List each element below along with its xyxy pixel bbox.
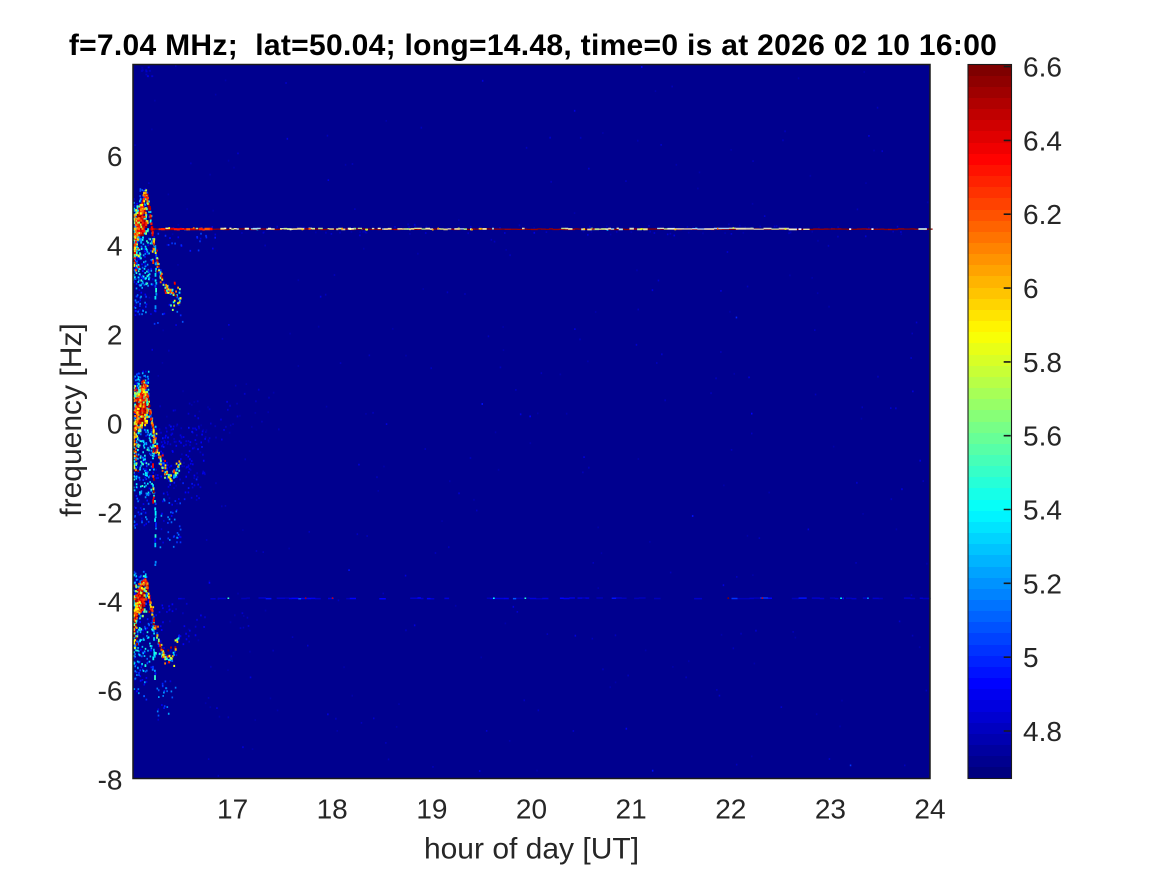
svg-text:23: 23 [815, 793, 846, 824]
svg-text:19: 19 [416, 793, 447, 824]
svg-text:5: 5 [1023, 642, 1039, 673]
svg-text:hour of day [UT]: hour of day [UT] [424, 833, 639, 866]
svg-text:22: 22 [715, 793, 746, 824]
svg-text:20: 20 [516, 793, 547, 824]
svg-text:0: 0 [107, 408, 123, 439]
svg-text:6.4: 6.4 [1023, 125, 1062, 156]
svg-text:-4: -4 [98, 587, 123, 618]
svg-text:4: 4 [107, 230, 123, 261]
svg-text:frequency [Hz]: frequency [Hz] [55, 323, 88, 516]
svg-text:6: 6 [1023, 273, 1039, 304]
svg-text:21: 21 [616, 793, 647, 824]
svg-text:5.8: 5.8 [1023, 347, 1062, 378]
svg-text:f=7.04 MHz; lat=50.04; long=1: f=7.04 MHz; lat=50.04; long=14.48, time=… [69, 29, 997, 62]
svg-text:24: 24 [914, 793, 945, 824]
svg-text:-2: -2 [98, 497, 123, 528]
svg-text:4.8: 4.8 [1023, 716, 1062, 747]
svg-text:17: 17 [217, 793, 248, 824]
svg-text:5.4: 5.4 [1023, 495, 1062, 526]
svg-text:5.6: 5.6 [1023, 421, 1062, 452]
svg-text:6: 6 [107, 141, 123, 172]
svg-text:6.6: 6.6 [1023, 52, 1062, 83]
svg-text:18: 18 [317, 793, 348, 824]
svg-text:-8: -8 [98, 765, 123, 796]
svg-text:-6: -6 [98, 676, 123, 707]
svg-text:6.2: 6.2 [1023, 199, 1062, 230]
svg-text:2: 2 [107, 319, 123, 350]
svg-text:5.2: 5.2 [1023, 568, 1062, 599]
